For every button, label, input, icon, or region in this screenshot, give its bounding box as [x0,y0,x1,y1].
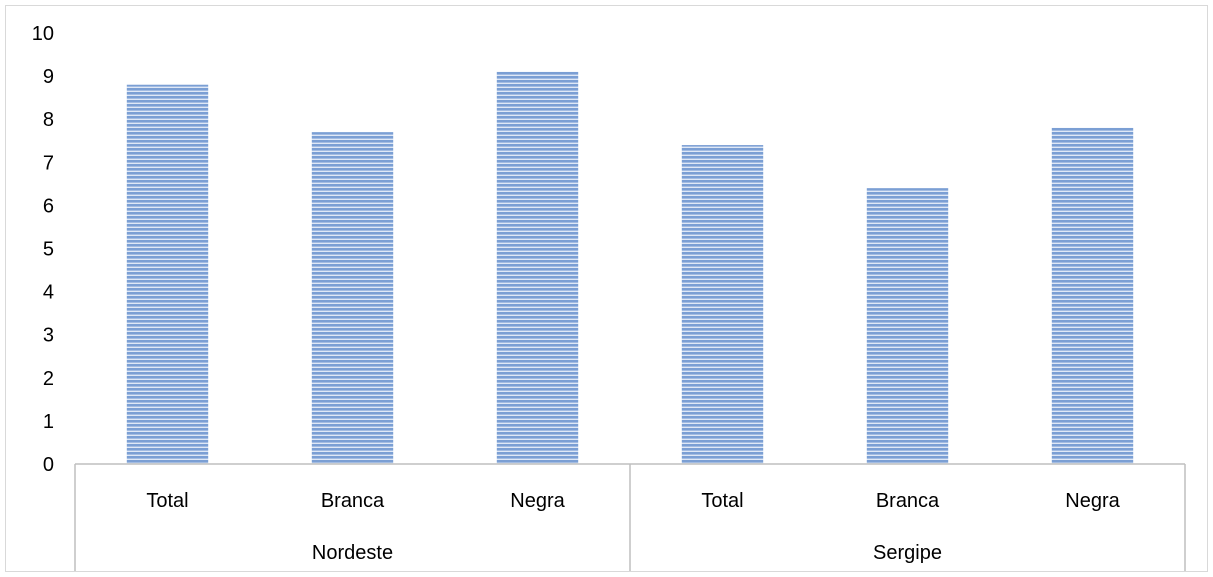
chart-frame [5,5,1208,572]
y-tick-label: 2 [43,368,54,390]
bar [681,145,764,464]
y-axis-ticks: 0 1 2 3 4 5 6 7 8 9 10 [32,23,54,476]
bars [126,71,1134,464]
group-label: Nordeste [312,542,393,564]
y-tick-label: 10 [32,23,54,45]
bar [1051,127,1134,464]
category-label: Total [701,490,743,512]
category-label: Negra [1065,490,1120,512]
bar [311,132,394,464]
bar [126,84,209,464]
y-tick-label: 5 [43,239,54,261]
category-label: Branca [321,490,385,512]
y-tick-label: 7 [43,152,54,174]
y-tick-label: 6 [43,195,54,217]
group-label: Sergipe [873,542,942,564]
y-tick-label: 3 [43,325,54,347]
y-tick-label: 1 [43,411,54,433]
y-tick-label: 0 [43,454,54,476]
category-label: Total [146,490,188,512]
bar [496,71,579,464]
bar [866,188,949,464]
category-label: Branca [876,490,940,512]
y-tick-label: 4 [43,282,54,304]
x-axis: Total Branca Negra Nordeste Total Branca Negra… [74,463,1186,571]
category-label: Negra [510,490,565,512]
y-tick-label: 8 [43,109,54,131]
y-tick-label: 9 [43,66,54,88]
